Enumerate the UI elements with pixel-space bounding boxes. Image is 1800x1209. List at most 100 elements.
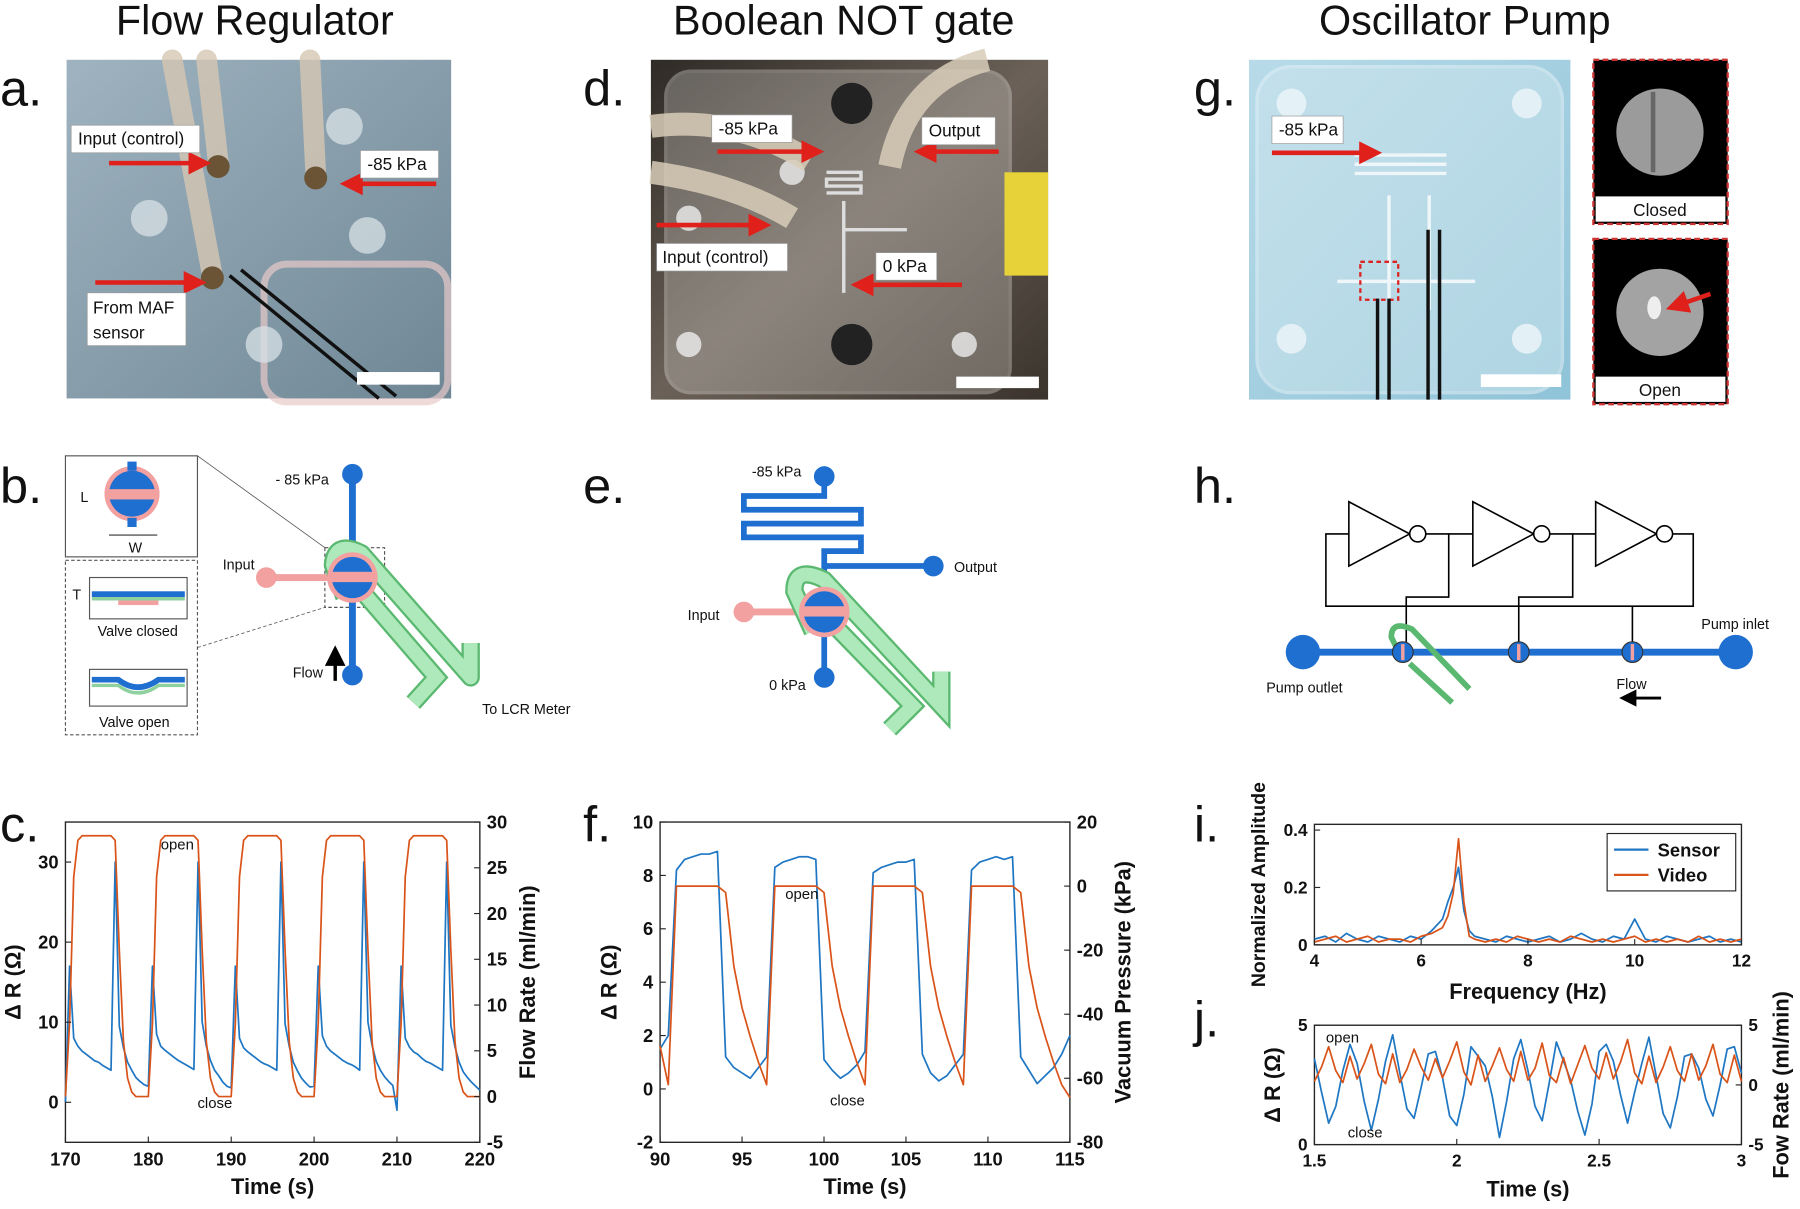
shape (1359, 260, 1400, 301)
shape (875, 252, 938, 281)
data-line (1313, 1038, 1743, 1086)
photo-label: 0 kPa (883, 256, 927, 276)
shape (1375, 229, 1442, 400)
y-tick-label: 10 (633, 811, 653, 832)
photo-label: Output (929, 121, 981, 141)
diagram-label: Input (223, 557, 255, 573)
shape (1276, 88, 1542, 354)
shape (922, 555, 944, 577)
panel-label: h. (1194, 457, 1236, 514)
y-tick-label: 4 (643, 972, 654, 993)
shape (197, 606, 325, 648)
shape (196, 49, 229, 172)
shape (91, 676, 185, 691)
x-tick-label: 210 (382, 1148, 413, 1169)
panel-label: j. (1192, 991, 1219, 1048)
shape (1480, 374, 1562, 387)
annotation: close (830, 1093, 865, 1110)
y-tick-label: 8 (643, 865, 653, 886)
y-tick-label: 0.2 (1284, 877, 1308, 897)
shape (1405, 533, 1450, 643)
y2-tick-label: -60 (1077, 1068, 1104, 1089)
shape (1595, 376, 1726, 402)
x-axis-label: Time (s) (823, 1174, 906, 1199)
x-tick-label: 12 (1732, 951, 1751, 971)
shape (649, 160, 798, 229)
shape (127, 517, 137, 528)
shape (1595, 196, 1726, 222)
diagram-label: Input (688, 608, 720, 624)
y-axis-label: Normalized Amplitude (1248, 782, 1270, 987)
legend (1606, 832, 1737, 892)
diagram-label: -85 kPa (752, 465, 801, 481)
panel-label: g. (1194, 60, 1236, 117)
y-tick-label: 10 (38, 1012, 58, 1033)
y2-tick-label: 0 (487, 1086, 497, 1107)
shape (1665, 290, 1712, 313)
panel-label: i. (1194, 796, 1219, 853)
shape (1408, 525, 1427, 543)
y-tick-label: 0 (643, 1078, 653, 1099)
shape (1401, 644, 1635, 661)
y-tick-label: -2 (637, 1132, 653, 1153)
shape (91, 591, 185, 598)
shape (1255, 64, 1565, 395)
shape (359, 590, 446, 708)
shape (1647, 296, 1662, 320)
y2-tick-label: 0 (1748, 1075, 1758, 1095)
shape (70, 124, 201, 154)
shape (1472, 500, 1536, 568)
annotation: open (1326, 1029, 1359, 1046)
photo-a (66, 49, 452, 406)
shape (130, 199, 168, 237)
shape (342, 664, 363, 686)
photo-label: -85 kPa (1279, 120, 1339, 140)
y-axis-label: Δ R (Ω) (1260, 1047, 1285, 1123)
x-tick-label: 170 (50, 1148, 81, 1169)
y2-tick-label: 20 (1077, 811, 1097, 832)
annotation: open (785, 886, 818, 903)
shape (342, 463, 363, 485)
x-tick-label: 200 (299, 1148, 330, 1169)
shape (656, 243, 788, 272)
y2-tick-label: 0 (1077, 876, 1087, 897)
annotation: close (1348, 1125, 1383, 1142)
shape (787, 567, 949, 724)
x-tick-label: 4 (1310, 951, 1320, 971)
diagram-label: Valve open (99, 715, 170, 731)
diagram-label: L (80, 490, 88, 506)
diagram-b (64, 455, 480, 736)
x-tick-label: 95 (732, 1148, 752, 1169)
y2-tick-label: -40 (1077, 1004, 1104, 1025)
y2-tick-label: -5 (1748, 1135, 1764, 1155)
plot-area (64, 821, 481, 1144)
data-line (659, 850, 1071, 1085)
x-axis-label: Time (s) (231, 1174, 314, 1199)
y2-axis-label: Fow Rate (ml/min) (1769, 991, 1794, 1179)
shape (1388, 623, 1472, 705)
panel-label: e. (583, 457, 625, 514)
y2-tick-label: 25 (487, 857, 507, 878)
x-tick-label: 1.5 (1302, 1150, 1326, 1170)
shape (801, 606, 848, 617)
shape (326, 108, 363, 145)
shape (956, 376, 1039, 389)
x-tick-label: 220 (465, 1148, 496, 1169)
shape (130, 108, 386, 363)
shape (329, 571, 376, 583)
shape (1348, 500, 1412, 568)
y2-tick-label: 5 (487, 1040, 497, 1061)
shape (1004, 172, 1049, 276)
y2-tick-label: 20 (487, 903, 507, 924)
shape (921, 116, 996, 146)
shape (1337, 153, 1476, 311)
shape (348, 217, 386, 254)
panel-label: a. (0, 60, 42, 117)
shape (1276, 323, 1307, 354)
data-line (64, 834, 480, 1098)
y-tick-label: 0 (1298, 1135, 1308, 1155)
shape (824, 170, 907, 293)
diagram-label: Flow (293, 665, 324, 681)
y2-tick-label: -5 (487, 1132, 503, 1153)
shape (831, 323, 873, 366)
